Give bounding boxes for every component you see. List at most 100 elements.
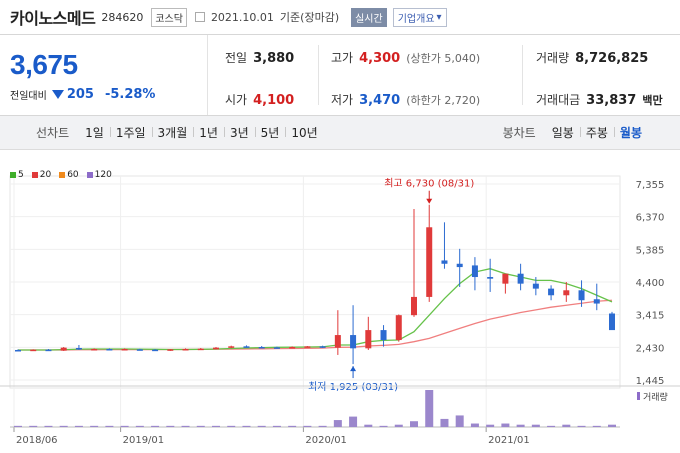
volume-bar xyxy=(379,425,388,427)
y-tick-label: 5,385 xyxy=(636,245,665,256)
price-box: 3,675 전일대비 205 -5.28% xyxy=(0,35,208,115)
candle-body xyxy=(121,348,128,351)
stat-value: 3,880 xyxy=(253,51,295,66)
candle xyxy=(121,348,128,351)
period-5y[interactable]: 5년 xyxy=(254,124,286,141)
stat-amount: 거래대금 33,837 백만 xyxy=(536,91,663,108)
company-name[interactable]: 카이노스메드 xyxy=(10,9,96,28)
y-tick-label: 1,445 xyxy=(636,376,665,387)
candle-daily[interactable]: 일봉 xyxy=(551,126,574,140)
candle-body xyxy=(15,349,21,352)
volume-bar xyxy=(151,425,160,427)
volume-bar xyxy=(74,425,83,427)
chart-svg: 7,355 6,370 5,385 4,400 3,415 2,430 1,445 2018/… xyxy=(0,175,680,446)
candle-monthly[interactable]: 월봉 xyxy=(613,124,648,141)
stat-value: 33,837 xyxy=(586,93,637,108)
candle xyxy=(593,283,600,311)
candle-body xyxy=(441,260,448,264)
volume-bar xyxy=(470,423,479,427)
company-overview-label: 기업개요 xyxy=(397,13,435,25)
period-3y[interactable]: 3년 xyxy=(223,124,255,141)
quote-basis: 기준(장마감) xyxy=(279,11,340,24)
candle xyxy=(213,347,219,350)
candle xyxy=(319,345,326,348)
candle xyxy=(60,347,67,351)
candle-body xyxy=(563,290,570,296)
candle xyxy=(395,314,402,342)
legend-item-ma120[interactable]: 120 xyxy=(86,170,112,180)
stat-low: 저가 3,470 (하한가 2,720) xyxy=(331,91,480,108)
volume-bar xyxy=(29,425,38,427)
legend-item-ma20[interactable]: 20 xyxy=(31,170,51,180)
candle xyxy=(350,305,357,365)
x-tick-label: 2019/01 xyxy=(123,435,165,446)
candle-body xyxy=(60,347,67,351)
stat-high: 고가 4,300 (상한가 5,040) xyxy=(331,49,480,66)
price-change: 전일대비 205 -5.28% xyxy=(10,87,155,102)
legend-label: 5 xyxy=(18,170,24,180)
stat-value: 3,470 xyxy=(359,93,401,108)
legend-item-ma5[interactable]: 5 xyxy=(10,170,24,180)
volume-bar xyxy=(14,425,22,427)
chart-toolbar: 선차트 1일 1주일 3개월 1년 3년 5년 10년 봉차트 일봉 주봉 월봉 xyxy=(0,116,680,150)
volume-bar xyxy=(288,425,297,427)
legend-label: 120 xyxy=(94,170,112,180)
candle-body xyxy=(578,290,585,301)
candle-body xyxy=(593,299,600,304)
y-tick-label: 3,415 xyxy=(636,311,665,322)
realtime-button[interactable]: 실시간 xyxy=(351,7,387,27)
current-price: 3,675 xyxy=(10,49,78,80)
stat-label: 저가 xyxy=(331,93,354,107)
period-1y[interactable]: 1년 xyxy=(193,124,224,141)
period-1d[interactable]: 1일 xyxy=(85,126,104,140)
candle-body xyxy=(350,335,357,349)
low-arrow-icon xyxy=(350,366,357,372)
candle-body xyxy=(609,313,615,331)
volume-bar xyxy=(440,418,449,427)
volume-bar xyxy=(257,425,266,427)
stat-sub: (하한가 2,720) xyxy=(406,94,481,107)
company-overview-button[interactable]: 기업개요 ▾ xyxy=(392,7,447,27)
volume-bar xyxy=(166,425,175,427)
candle-body xyxy=(106,348,113,351)
y-tick-label: 2,430 xyxy=(636,343,665,354)
price-chart: 5 20 60 120 7,355 6,370 5,385 4,400 3,415 2,430 1… xyxy=(0,150,680,453)
candle xyxy=(228,345,235,349)
y-tick-label: 6,370 xyxy=(636,213,665,224)
legend-label: 60 xyxy=(67,170,79,180)
volume-bar xyxy=(120,425,129,427)
candle-body xyxy=(136,349,143,351)
candle xyxy=(426,204,433,302)
candle xyxy=(365,316,372,350)
candle-body xyxy=(304,346,311,348)
stat-label: 전일 xyxy=(225,51,248,65)
change-label: 전일대비 xyxy=(10,91,47,102)
stock-code: 284620 xyxy=(101,10,144,24)
candle xyxy=(456,248,463,287)
candle-body xyxy=(426,227,433,297)
volume-bar xyxy=(425,390,434,427)
volume-bar xyxy=(44,425,53,427)
period-1w[interactable]: 1주일 xyxy=(109,124,152,141)
stat-label: 거래대금 xyxy=(536,93,581,107)
volume-bar xyxy=(562,424,571,427)
legend-item-ma60[interactable]: 60 xyxy=(59,170,79,180)
quote-panel: 3,675 전일대비 205 -5.28% 전일 3,880 고가 4,300 … xyxy=(0,34,680,116)
volume-bar xyxy=(212,425,220,427)
candle-body xyxy=(471,265,478,278)
legend-swatch xyxy=(10,172,16,178)
candle xyxy=(502,273,509,294)
candle-body xyxy=(197,348,204,351)
volume-legend-label: 거래량 xyxy=(643,391,668,403)
period-3m[interactable]: 3개월 xyxy=(151,124,194,141)
volume-bar xyxy=(272,425,281,427)
candle-body xyxy=(334,335,341,348)
candle-weekly[interactable]: 주봉 xyxy=(579,124,614,141)
candle-body xyxy=(213,347,219,350)
change-value: 205 xyxy=(66,87,94,102)
candle-body xyxy=(152,349,159,352)
period-10y[interactable]: 10년 xyxy=(285,124,323,141)
volume-bar xyxy=(501,423,510,427)
candle-body xyxy=(182,348,189,351)
divider xyxy=(318,45,319,105)
